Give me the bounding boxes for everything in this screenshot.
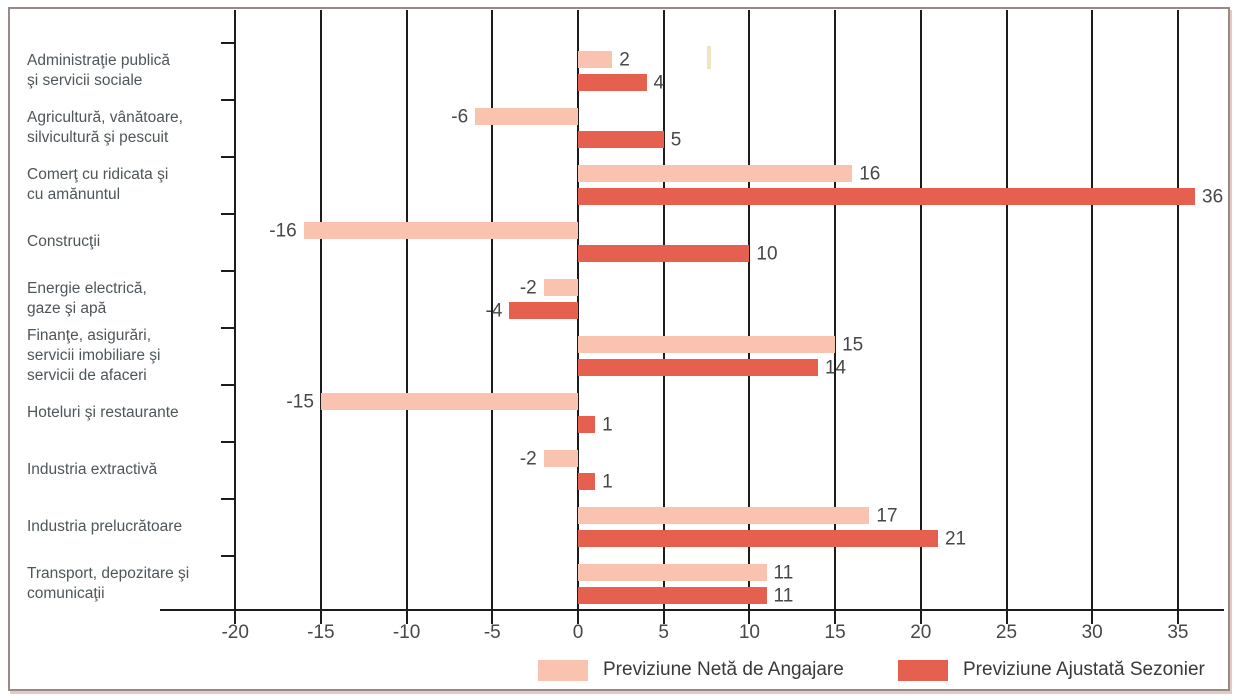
bar-value-label: 16 [859, 163, 881, 184]
category-label: Transport, depozitare şi comunicaţii [27, 565, 190, 602]
bar-net-forecast [543, 279, 578, 296]
x-tick-label: 20 [910, 622, 932, 643]
legend-item-net-forecast: Previziune Netă de Angajare [538, 658, 844, 682]
x-tick-label: -20 [221, 622, 249, 643]
gridline [662, 10, 665, 624]
category-tick [221, 213, 236, 215]
bar-value-label: 1 [602, 471, 613, 492]
bar-seasonal-forecast [578, 473, 596, 490]
bar-value-label: 36 [1202, 186, 1224, 207]
gridline [577, 10, 579, 624]
gridline [1005, 10, 1008, 624]
x-tick-label: -10 [392, 622, 421, 643]
bar-net-forecast [578, 51, 613, 68]
bar-net-forecast [543, 450, 578, 467]
category-label: Hoteluri şi restaurante [27, 404, 179, 421]
category-tick [221, 555, 236, 557]
category-label: Administraţie publică şi servicii social… [27, 52, 171, 89]
category-tick [221, 327, 236, 329]
x-tick-label: -5 [483, 622, 501, 643]
bar-seasonal-forecast [578, 188, 1196, 205]
gridline [491, 10, 494, 624]
bar-seasonal-forecast [578, 74, 647, 91]
x-axis-line [160, 609, 1224, 611]
x-tick-label: 15 [824, 622, 846, 643]
legend-swatch-net-forecast [538, 659, 588, 681]
category-tick [221, 42, 236, 44]
scan-artifact-mark [707, 46, 711, 69]
gridline [1176, 10, 1179, 624]
bar-value-label: -2 [519, 448, 537, 469]
bar-value-label: 17 [876, 505, 898, 526]
x-tick-label: -15 [307, 622, 335, 643]
bar-seasonal-forecast [578, 359, 818, 376]
bar-seasonal-forecast [509, 302, 578, 319]
category-label: Industria extractivă [27, 461, 158, 478]
category-label: Industria prelucrătoare [27, 518, 183, 535]
category-label: Comerţ cu ridicata şi cu amănuntul [27, 166, 169, 203]
bar-value-label: -6 [451, 106, 469, 127]
legend-swatch-seasonal-forecast [898, 659, 948, 681]
bar-value-label: 14 [824, 357, 847, 378]
bar-net-forecast [475, 108, 578, 125]
bar-value-label: 2 [619, 49, 630, 70]
category-label: Energie electrică, gaze şi apă [27, 280, 147, 317]
bar-value-label: 11 [773, 585, 794, 606]
category-label: Finanţe, asigurări, servicii imobiliare … [27, 327, 161, 384]
bar-value-label: -15 [286, 391, 314, 412]
bar-seasonal-forecast [578, 530, 938, 547]
gridline [405, 10, 408, 624]
bar-value-label: -2 [519, 277, 537, 298]
bar-value-label: 21 [944, 528, 967, 549]
bar-seasonal-forecast [578, 131, 664, 148]
category-tick [221, 270, 236, 272]
bar-net-forecast [303, 222, 578, 239]
gridline [234, 10, 237, 624]
category-tick [221, 384, 236, 386]
gridline [1091, 10, 1094, 624]
bar-value-label: 4 [653, 72, 665, 93]
x-tick-label: 30 [1081, 622, 1103, 643]
gridline [319, 10, 322, 624]
legend-label-seasonal-forecast: Previziune Ajustată Sezonier [963, 659, 1205, 680]
bar-seasonal-forecast [578, 416, 596, 433]
legend-item-seasonal-forecast: Previziune Ajustată Sezonier [898, 658, 1205, 682]
gridline [748, 10, 751, 624]
bar-net-forecast [320, 393, 578, 410]
bar-net-forecast [578, 564, 767, 581]
x-tick-label: 0 [572, 622, 584, 643]
legend-label-net-forecast: Previziune Netă de Angajare [603, 659, 844, 680]
category-tick [221, 498, 236, 500]
x-tick-label: 10 [738, 622, 760, 643]
bar-net-forecast [578, 336, 836, 353]
bar-value-label: 11 [773, 562, 794, 583]
bar-net-forecast [578, 507, 870, 524]
bar-value-label: -16 [269, 220, 297, 241]
gridline [919, 10, 922, 624]
category-tick [221, 156, 236, 158]
bar-value-label: 15 [842, 334, 864, 355]
category-tick [221, 441, 236, 443]
bar-value-label: 5 [670, 129, 682, 150]
category-tick [221, 99, 236, 101]
bar-value-label: -4 [485, 300, 503, 321]
bar-value-label: 10 [756, 243, 778, 264]
x-tick-label: 35 [1167, 622, 1189, 643]
category-label: Construcţii [27, 233, 101, 250]
bar-seasonal-forecast [578, 245, 750, 262]
bar-value-label: 1 [602, 414, 613, 435]
bar-net-forecast [578, 165, 853, 182]
x-tick-label: 25 [995, 622, 1018, 643]
category-label: Agricultură, vânătoare, silvicultură şi … [27, 109, 183, 146]
bar-seasonal-forecast [578, 587, 767, 604]
gridline [834, 10, 837, 624]
x-tick-label: 5 [658, 622, 669, 643]
